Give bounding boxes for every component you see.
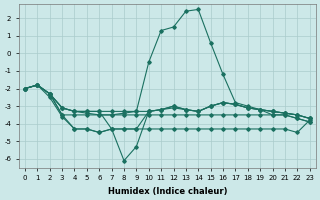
X-axis label: Humidex (Indice chaleur): Humidex (Indice chaleur) — [108, 187, 227, 196]
